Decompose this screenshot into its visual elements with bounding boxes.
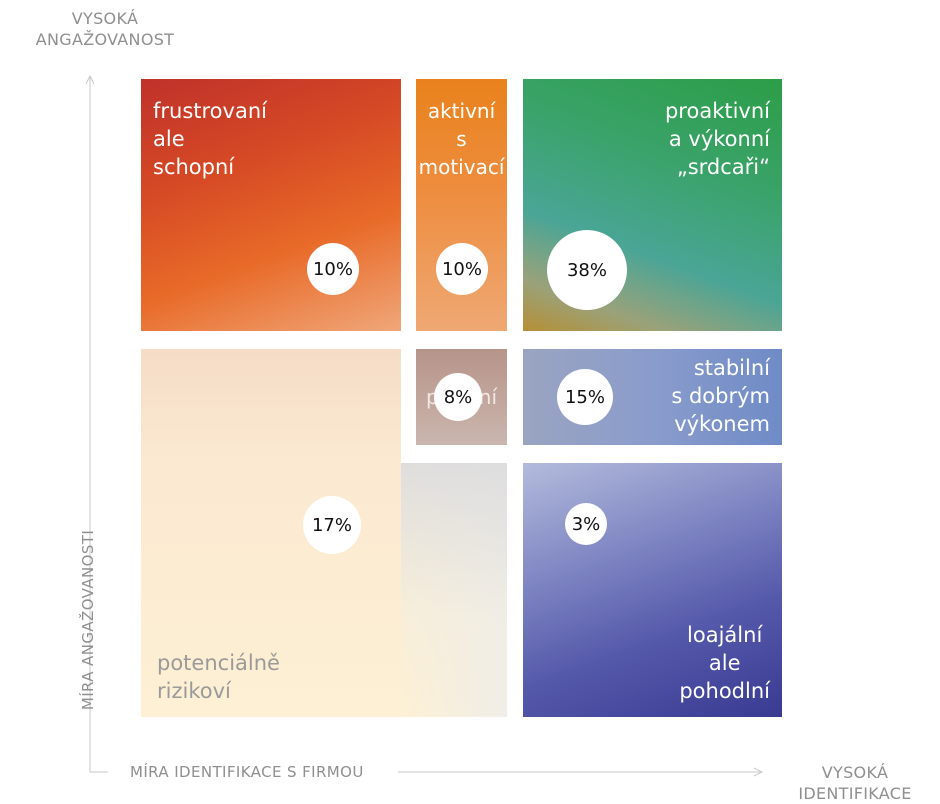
bubble-risky: 17%: [303, 496, 361, 554]
segment-frustrated-label: frustrovaní ale schopní: [153, 99, 267, 179]
segment-motivated-label: aktivní s motivací: [418, 99, 505, 179]
segment-risky-gradient: [401, 463, 507, 717]
segment-stable-label: stabilní s dobrým výkonem: [671, 356, 770, 436]
value-frustrated: 10%: [312, 258, 353, 280]
segment-proactive-label: proaktivní a výkonní „srdcaři“: [664, 99, 770, 179]
bubble-loyal: 3%: [565, 503, 607, 545]
bubble-stable: 15%: [557, 369, 613, 425]
segment-proactive: proaktivní a výkonní „srdcaři“: [523, 79, 782, 331]
segment-risky-label: potenciálně rizikoví: [157, 651, 280, 703]
bubble-middle: 8%: [434, 373, 482, 421]
y-axis-high-label: VYSOKÁ ANGAŽOVANOST: [35, 9, 175, 49]
bubble-proactive: 38%: [547, 230, 627, 310]
y-axis-title: MÍRA ANGAŽOVANOSTI: [79, 529, 97, 711]
value-proactive: 38%: [566, 259, 607, 281]
segment-motivated: aktivní s motivací: [416, 79, 507, 331]
value-middle: 8%: [443, 386, 473, 408]
value-motivated: 10%: [441, 258, 482, 280]
value-stable: 15%: [564, 386, 605, 408]
segment-loyal: loajální ale pohodlní: [523, 463, 782, 717]
segment-risky: potenciálně rizikoví: [141, 349, 401, 717]
y-axis-arrow: [85, 74, 95, 85]
bubble-motivated: 10%: [436, 243, 488, 295]
x-axis-arrow: [753, 767, 764, 777]
x-axis-title: MÍRA IDENTIFIKACE S FIRMOU: [130, 763, 364, 781]
value-risky: 17%: [311, 514, 352, 536]
bubble-frustrated: 10%: [307, 243, 359, 295]
value-loyal: 3%: [571, 513, 601, 535]
segment-frustrated: frustrovaní ale schopní: [141, 79, 401, 331]
x-axis-high-label: VYSOKÁ IDENTIFIKACE: [798, 763, 912, 803]
segment-loyal-label: loajální ale pohodlní: [679, 623, 770, 703]
